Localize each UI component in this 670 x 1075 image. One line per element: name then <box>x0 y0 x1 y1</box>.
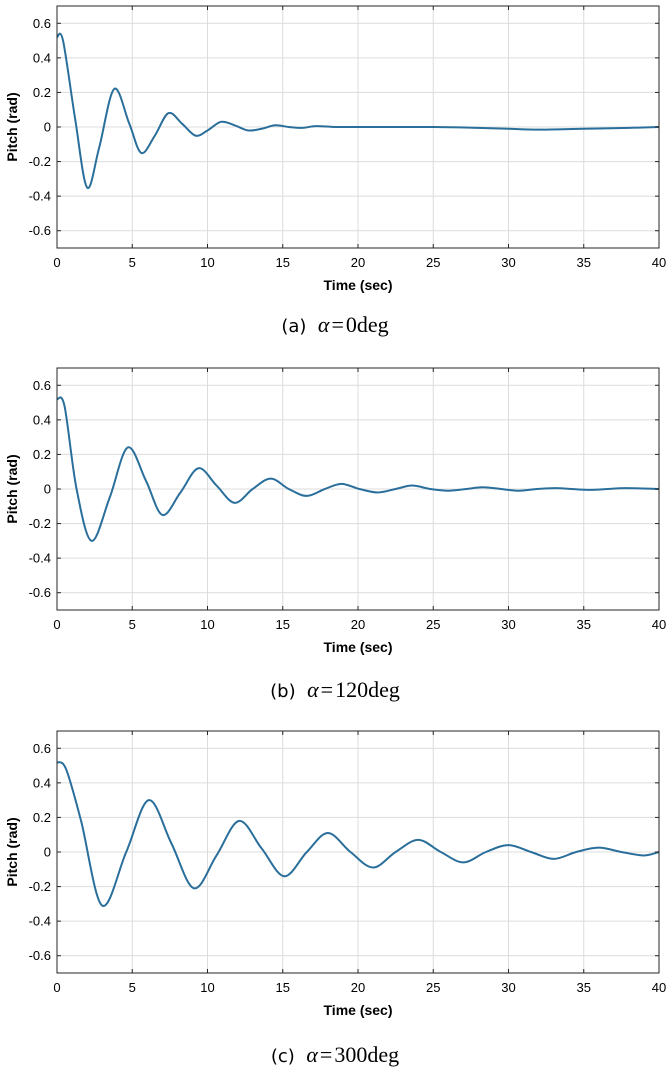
chart-panel-c: 0 5 10 15 20 25 30 35 40 0.6 0.4 0.2 0 -0.2 -0.4 -0.6 Ti… <box>0 725 670 1035</box>
caption-value: 0 <box>345 312 357 337</box>
chart-caption-b: (b) α=120deg <box>0 677 670 703</box>
x-tick-label: 30 <box>501 617 515 632</box>
caption-value: 300 <box>334 1042 368 1067</box>
pitch-chart-a: 0 5 10 15 20 25 30 35 40 0.6 0.4 0.2 0 -0.2 -0.4 -0.6 Ti… <box>4 5 666 293</box>
x-tick-label: 35 <box>577 255 591 270</box>
x-tick-label: 15 <box>276 617 290 632</box>
x-axis-label: Time (sec) <box>324 277 393 293</box>
pitch-chart-c: 0 5 10 15 20 25 30 35 40 0.6 0.4 0.2 0 -0.2 -0.4 -0.6 Ti… <box>4 730 666 1018</box>
y-tick-label: 0.2 <box>33 85 51 100</box>
y-tick-label: 0 <box>44 482 51 497</box>
y-tick-label: 0.6 <box>33 378 51 393</box>
x-axis-label: Time (sec) <box>324 1002 393 1018</box>
caption-unit: deg <box>368 677 400 702</box>
x-tick-label: 10 <box>200 617 214 632</box>
y-tick-label: 0 <box>44 845 51 860</box>
caption-label: (c) <box>270 1046 295 1067</box>
chart-caption-a: (a) α=0deg <box>0 312 670 338</box>
pitch-series-line <box>56 396 660 542</box>
y-tick-label: 0.4 <box>33 775 51 790</box>
y-axis-label: Pitch (rad) <box>4 92 20 161</box>
x-tick-label: 0 <box>53 980 60 995</box>
x-tick-label: 35 <box>577 980 591 995</box>
x-tick-label: 25 <box>426 617 440 632</box>
y-axis-label: Pitch (rad) <box>4 817 20 886</box>
y-tick-label: 0.2 <box>33 810 51 825</box>
pitch-chart-b: 0 5 10 15 20 25 30 35 40 0.6 0.4 0.2 0 -0.2 -0.4 -0.6 Ti… <box>4 367 666 655</box>
y-tick-label: -0.6 <box>29 585 51 600</box>
x-tick-label: 10 <box>200 980 214 995</box>
chart-caption-c: (c) α=300deg <box>0 1042 670 1068</box>
y-tick-label: -0.4 <box>29 551 51 566</box>
y-tick-label: -0.2 <box>29 516 51 531</box>
x-tick-label: 30 <box>501 255 515 270</box>
pitch-series-line <box>56 761 660 907</box>
x-tick-label: 25 <box>426 980 440 995</box>
y-tick-label: -0.4 <box>29 189 51 204</box>
chart-panel-b: 0 5 10 15 20 25 30 35 40 0.6 0.4 0.2 0 -0.2 -0.4 -0.6 Ti… <box>0 362 670 672</box>
x-tick-label: 15 <box>276 255 290 270</box>
caption-equals: = <box>320 677 334 702</box>
y-tick-label: -0.6 <box>29 223 51 238</box>
x-tick-label: 25 <box>426 255 440 270</box>
x-tick-label: 20 <box>351 617 365 632</box>
alpha-symbol: α <box>306 1042 318 1067</box>
x-tick-label: 35 <box>577 617 591 632</box>
caption-label: (b) <box>270 681 296 702</box>
y-tick-label: 0.4 <box>33 50 51 65</box>
x-tick-label: 10 <box>200 255 214 270</box>
alpha-symbol: α <box>307 677 319 702</box>
x-tick-label: 40 <box>652 617 666 632</box>
y-tick-label: -0.2 <box>29 154 51 169</box>
x-tick-label: 20 <box>351 255 365 270</box>
y-tick-label: -0.4 <box>29 914 51 929</box>
x-tick-label: 5 <box>129 980 136 995</box>
x-tick-label: 5 <box>129 255 136 270</box>
caption-value: 120 <box>335 677 369 702</box>
caption-unit: deg <box>367 1042 400 1067</box>
y-tick-label: 0.4 <box>33 412 51 427</box>
x-axis-label: Time (sec) <box>324 639 393 655</box>
x-tick-label: 20 <box>351 980 365 995</box>
caption-unit: deg <box>356 312 389 337</box>
y-tick-label: -0.2 <box>29 879 51 894</box>
y-tick-label: 0 <box>44 120 51 135</box>
x-tick-label: 40 <box>652 255 666 270</box>
y-tick-label: -0.6 <box>29 948 51 963</box>
x-tick-label: 0 <box>53 617 60 632</box>
x-tick-label: 30 <box>501 980 515 995</box>
pitch-series-line <box>56 32 660 189</box>
alpha-symbol: α <box>317 312 330 337</box>
x-tick-label: 5 <box>129 617 136 632</box>
y-tick-label: 0.6 <box>33 741 51 756</box>
y-tick-label: 0.6 <box>33 16 51 31</box>
y-axis-label: Pitch (rad) <box>4 454 20 523</box>
chart-panel-a: 0 5 10 15 20 25 30 35 40 0.6 0.4 0.2 0 -0.2 -0.4 -0.6 Ti… <box>0 0 670 310</box>
x-tick-label: 0 <box>53 255 60 270</box>
caption-label: (a) <box>281 316 307 337</box>
x-tick-label: 15 <box>276 980 290 995</box>
caption-equals: = <box>319 1042 333 1067</box>
caption-equals: = <box>331 312 344 337</box>
y-tick-label: 0.2 <box>33 447 51 462</box>
x-tick-label: 40 <box>652 980 666 995</box>
